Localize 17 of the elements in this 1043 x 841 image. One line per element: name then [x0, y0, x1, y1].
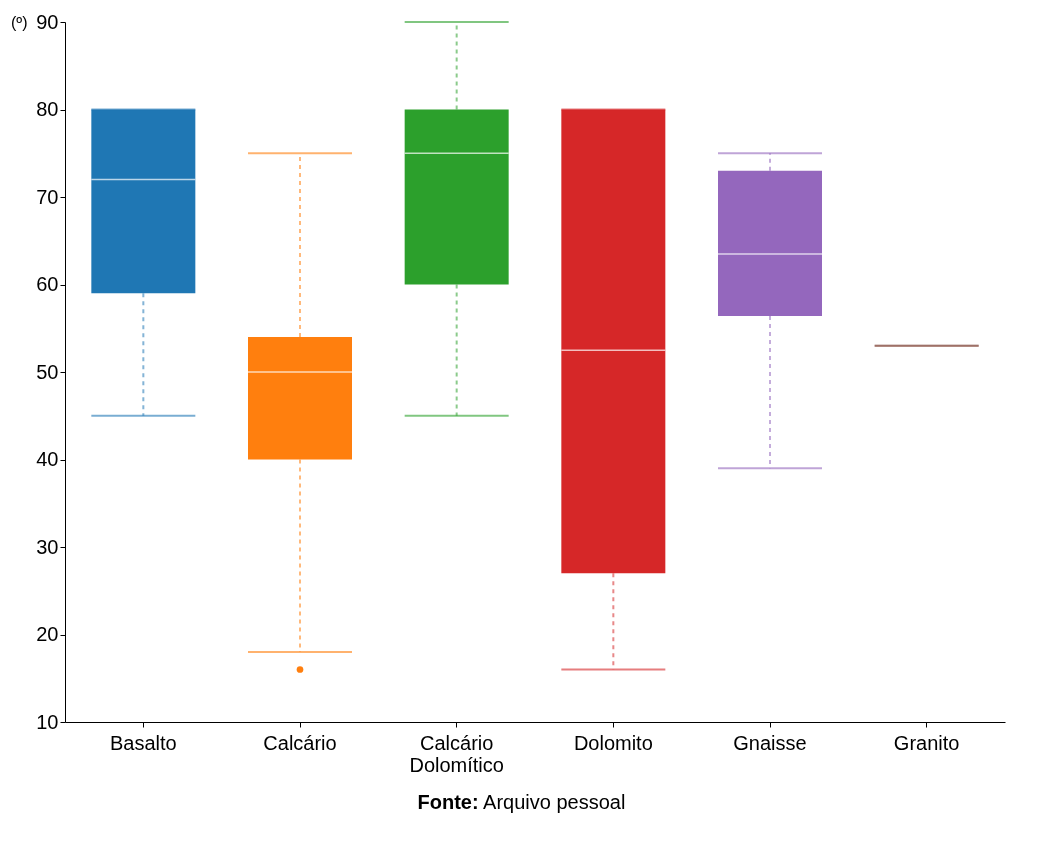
x-tick-label: Basalto	[109, 731, 177, 754]
y-tick-label: 10	[36, 710, 59, 733]
x-tick-label: Calcário Dolomítico	[409, 731, 504, 776]
y-tick-label: 20	[36, 623, 59, 645]
y-tick-label: 70	[36, 185, 59, 208]
x-tick-label: Calcário	[263, 731, 337, 754]
y-tick-label: 90	[36, 10, 59, 33]
y-tick-label: 40	[36, 448, 59, 470]
x-tick-label: Gnaisse	[733, 731, 807, 754]
y-tick-label: 30	[36, 535, 59, 558]
y-tick-label: 60	[36, 273, 59, 295]
y-tick-label: 80	[36, 98, 59, 120]
y-axis-title: (º)	[11, 13, 28, 31]
x-tick-label: Dolomito	[573, 731, 653, 754]
source-note: Fonte: Arquivo pessoal	[416, 791, 627, 814]
x-tick-label: Granito	[893, 731, 960, 754]
y-tick-label: 50	[36, 360, 59, 383]
